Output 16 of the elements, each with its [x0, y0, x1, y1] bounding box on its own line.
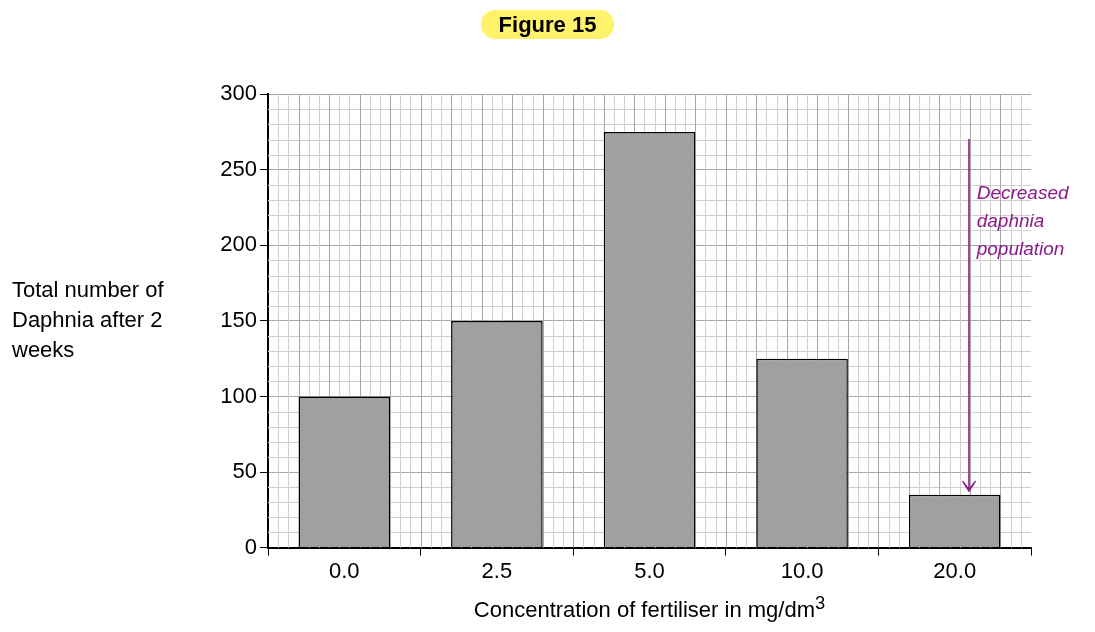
x-tick-label: 2.5	[481, 557, 513, 583]
x-tick-label: 10.0	[780, 557, 824, 583]
y-tick-label: 250	[220, 155, 257, 181]
y-tick-label: 300	[220, 80, 257, 106]
y-tick-label: 100	[220, 382, 257, 408]
chart-title: Figure 15	[480, 10, 615, 39]
y-tick-label: 200	[220, 231, 257, 257]
x-axis-title: Concentration of fertiliser in mg/dm$^{3}$	[472, 592, 827, 624]
annotation: Decreased daphnia population	[976, 181, 1070, 262]
x-tick-label: 0.0	[329, 557, 360, 583]
y-axis-title: Total number of Daphnia after 2 weeks	[11, 276, 165, 362]
y-tick-label: 150	[220, 306, 257, 332]
y-tick-label: 50	[232, 458, 257, 484]
x-tick-label: 5.0	[634, 557, 665, 583]
y-tick-label: 0	[244, 533, 257, 559]
x-tick-label: 20.0	[933, 557, 977, 583]
